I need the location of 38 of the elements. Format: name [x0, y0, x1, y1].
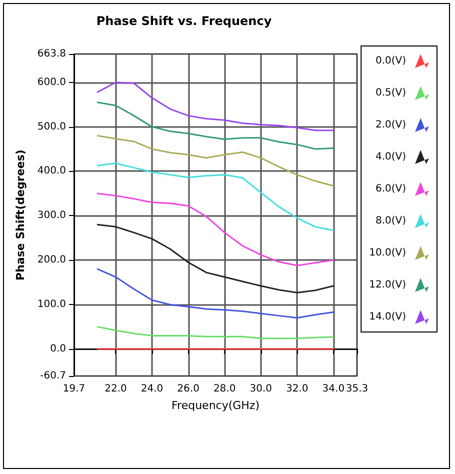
line-series	[96, 224, 334, 294]
legend-label: 14.0(V)	[369, 312, 406, 322]
legend-label: 10.0(V)	[369, 248, 406, 258]
x-tick-label: 28.0	[213, 384, 236, 394]
line-series	[96, 268, 334, 319]
x-tick-label: 35.3	[346, 384, 368, 394]
line-series	[96, 134, 334, 187]
x-tick-label: 19.7	[62, 384, 86, 394]
legend-label: 0.5(V)	[375, 88, 406, 98]
y-tick-label: 0.0	[50, 344, 66, 355]
line-series	[96, 326, 334, 340]
y-tick-label: -60.7	[40, 370, 66, 382]
x-axis-title: Frequency(GHz)	[172, 399, 260, 412]
x-tick-label: 26.0	[177, 384, 200, 394]
x-tick-label: 24.0	[140, 384, 164, 394]
y-tick-label: 663.8	[37, 48, 66, 60]
y-tick-label: 500.0	[37, 121, 66, 132]
y-tick-label: 200.0	[37, 254, 66, 266]
chart-title: Phase Shift vs. Frequency	[96, 14, 272, 28]
y-tick-label: 400.0	[37, 166, 66, 177]
legend-label: 0.0(V)	[375, 56, 406, 66]
x-tick-label: 22.0	[104, 384, 127, 394]
x-tick-label: 32.0	[286, 384, 308, 394]
line-series	[96, 192, 334, 266]
y-tick-label: 600.0	[37, 76, 66, 88]
y-tick-label: 100.0	[37, 299, 66, 310]
legend-label: 2.0(V)	[375, 120, 406, 130]
x-tick-label: 34.0	[322, 384, 345, 394]
line-series	[96, 82, 334, 132]
legend-label: 6.0(V)	[375, 184, 406, 194]
line-series	[96, 162, 334, 232]
line-series	[96, 102, 334, 150]
x-tick-label: 30.0	[250, 384, 272, 394]
legend-label: 12.0(V)	[369, 280, 406, 290]
y-tick-label: 300.0	[37, 210, 66, 222]
y-axis-title: Phase Shift(degrees)	[14, 150, 27, 280]
legend-label: 4.0(V)	[375, 152, 406, 162]
legend-label: 8.0(V)	[375, 216, 406, 226]
